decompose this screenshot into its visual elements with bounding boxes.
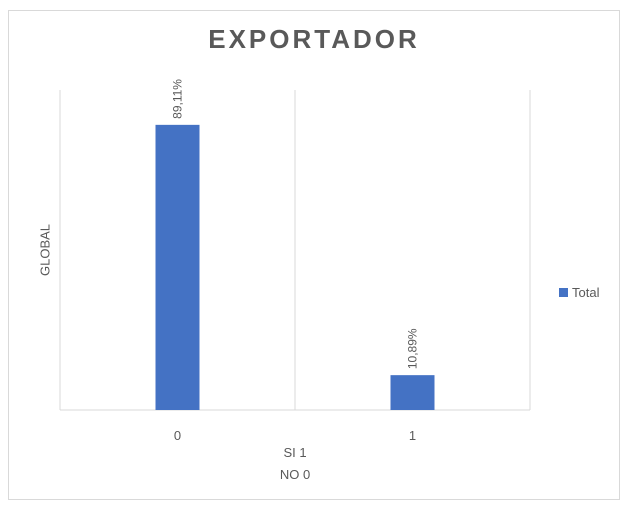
legend-label: Total — [572, 285, 600, 300]
chart-frame — [8, 10, 620, 500]
bar-1 — [390, 375, 435, 410]
x-tick-label-0: 0 — [174, 428, 181, 443]
data-label-1: 10,89% — [406, 328, 420, 369]
legend-swatch — [559, 288, 568, 297]
legend: Total — [559, 285, 599, 300]
x-axis-title-line-1: SI 1 — [283, 445, 307, 460]
data-label-0: 89,11% — [171, 79, 185, 119]
x-axis-title-line-2: NO 0 — [279, 467, 311, 482]
y-axis-label: GLOBAL — [37, 223, 53, 277]
chart-title: EXPORTADOR — [208, 24, 420, 54]
x-tick-label-1: 1 — [409, 428, 416, 443]
bar-0 — [155, 124, 200, 411]
